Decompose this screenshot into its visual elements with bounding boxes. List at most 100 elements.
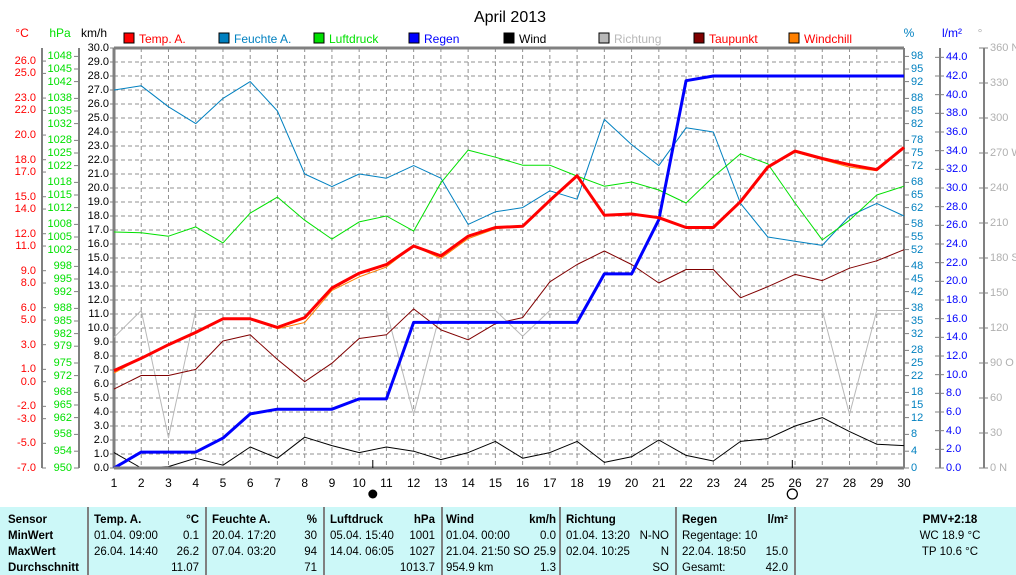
cell-value: SO <box>652 562 669 574</box>
x-tick-label: 25 <box>761 476 775 490</box>
cell-value: 0.0 <box>540 530 556 542</box>
row-label: MaxWert <box>8 546 56 558</box>
column-divider <box>559 507 561 575</box>
series-lines <box>113 74 905 470</box>
legend-label: Regen <box>424 32 459 46</box>
line-wind <box>113 417 905 469</box>
column-divider <box>794 507 796 575</box>
line-taupunkt <box>113 249 905 390</box>
new-moon-icon <box>368 489 378 499</box>
column-divider <box>675 507 677 575</box>
column-unit: % <box>306 514 317 526</box>
axis-unit-wind: km/h <box>81 26 107 40</box>
cell-time: 22.04. 18:50 <box>682 546 746 558</box>
x-tick-label: 18 <box>570 476 584 490</box>
x-tick-label: 6 <box>247 476 254 490</box>
x-tick-label: 28 <box>843 476 857 490</box>
weather-chart: April 2013 Temp. A. Feuchte A. Luftdruck Re… <box>15 9 988 500</box>
x-tick-label: 21 <box>652 476 666 490</box>
row-label: MinWert <box>8 530 54 542</box>
line-luftdruck <box>113 149 905 244</box>
column-divider <box>323 507 325 575</box>
legend-swatch <box>218 32 230 44</box>
x-tick-label: 29 <box>870 476 884 490</box>
x-tick-label: 7 <box>274 476 281 490</box>
x-tick-label: 8 <box>301 476 308 490</box>
x-tick-label: 14 <box>461 476 475 490</box>
x-tick-label: 11 <box>380 476 393 490</box>
cell-time: 02.04. 10:25 <box>566 546 630 558</box>
column-divider <box>87 507 89 575</box>
x-tick-label: 20 <box>625 476 639 490</box>
x-tick-label: 4 <box>192 476 199 490</box>
legend-swatch <box>503 32 515 44</box>
cell-value: 25.9 <box>533 546 556 558</box>
cell-time: 07.04. 03:20 <box>212 546 276 558</box>
axes: °C hPa km/h% l/m² ° <box>15 26 988 469</box>
pmv-title: PMV+2:18 <box>922 514 978 526</box>
x-tick-label: 26 <box>788 476 802 490</box>
column-divider <box>441 507 443 575</box>
column-unit: hPa <box>413 514 435 526</box>
x-tick-label: 22 <box>679 476 693 490</box>
row-label: Durchschnitt <box>8 562 79 574</box>
cell-value: 15.0 <box>765 546 788 558</box>
x-tick-label: 19 <box>598 476 612 490</box>
cell-value: N <box>660 546 669 558</box>
cell-time: 01.04. 13:20 <box>566 530 630 542</box>
legend-label: Wind <box>519 32 546 46</box>
x-tick-label: 24 <box>734 476 748 490</box>
legend-swatch <box>408 32 420 44</box>
axis-unit-temp: °C <box>15 26 29 40</box>
axis-rain: l/m² <box>935 26 962 469</box>
cell-time: 05.04. 15:40 <box>330 530 394 542</box>
legend-item: Regen <box>408 32 459 46</box>
x-tick-label: 23 <box>707 476 721 490</box>
cell-value: 1027 <box>409 546 435 558</box>
column-header: Regen <box>682 514 718 526</box>
axis-pressure: hPa <box>49 26 80 469</box>
line-temp-a <box>113 146 905 372</box>
column-unit: km/h <box>529 514 556 526</box>
cell-time: 01.04. 00:00 <box>446 530 510 542</box>
series-regen <box>113 74 905 470</box>
legend-label: Feuchte A. <box>234 32 291 46</box>
column-header: Luftdruck <box>330 514 384 526</box>
column-unit: °C <box>186 514 199 526</box>
x-tick-label: 9 <box>329 476 336 490</box>
x-tick-label: 16 <box>516 476 530 490</box>
windchill-value: WC 18.9 °C <box>919 530 981 542</box>
axis-wind: km/h <box>81 26 116 469</box>
column-unit: l/m² <box>767 514 788 526</box>
cell-value: 0.1 <box>183 530 199 542</box>
axis-humidity: % <box>904 26 915 469</box>
line-feuchte-a <box>113 81 905 246</box>
axis-unit-humidity: % <box>904 26 915 40</box>
x-tick-label: 15 <box>489 476 503 490</box>
cell-time: 20.04. 17:20 <box>212 530 276 542</box>
legend-swatch <box>313 32 325 44</box>
legend-swatch <box>788 32 800 44</box>
dewpoint-value: TP 10.6 °C <box>921 546 979 558</box>
grid <box>114 46 905 468</box>
x-tick-label: 27 <box>816 476 830 490</box>
cell-value: 71 <box>304 562 317 574</box>
series-taupunkt <box>113 249 905 390</box>
x-axis: 1 2 3 4 5 6 7 8 9 10 11 12 13 14 15 16 17 18 19 20 21 22 23 24 2… <box>111 460 911 500</box>
column-divider <box>205 507 207 575</box>
cell-value: 11.07 <box>171 562 199 574</box>
axis-temp: °C <box>15 26 46 469</box>
x-tick-label: 2 <box>138 476 145 490</box>
legend-label: Richtung <box>614 32 661 46</box>
cell-time: Gesamt: <box>682 562 726 574</box>
x-tick-label: 10 <box>352 476 366 490</box>
cell-time: Regentage: 10 <box>682 530 758 542</box>
series-wind <box>113 417 905 469</box>
cell-value: 1013.7 <box>399 562 435 574</box>
chart-title: April 2013 <box>474 9 546 26</box>
column-header: Sensor <box>8 514 47 526</box>
column-header: Richtung <box>566 514 616 526</box>
axis-direction: ° <box>978 26 988 469</box>
legend-label: Windchill <box>804 32 852 46</box>
full-moon-icon <box>786 488 798 500</box>
